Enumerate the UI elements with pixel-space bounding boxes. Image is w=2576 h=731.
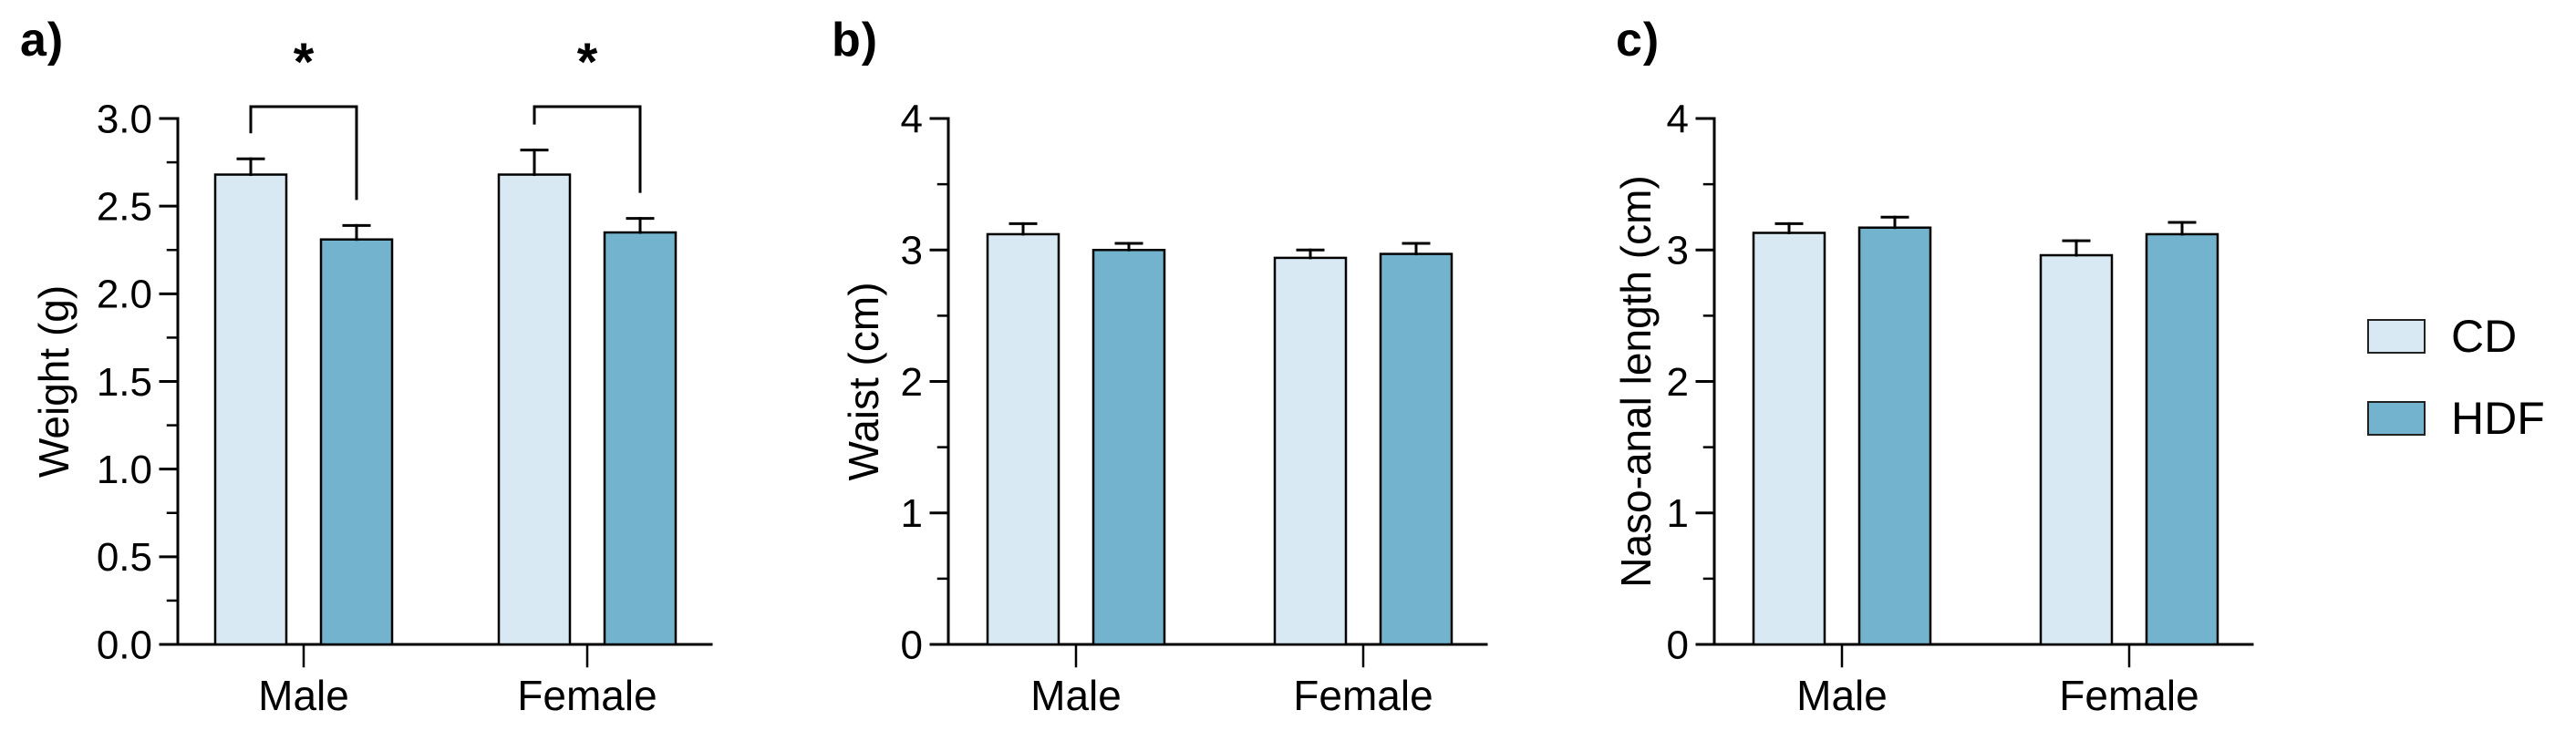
panel-b-y-tick-label: 0 xyxy=(901,623,923,667)
panel-a-bar-cd-female xyxy=(497,173,572,646)
panel-c-label: c) xyxy=(1616,14,1660,67)
legend-item-cd: CD xyxy=(2367,314,2545,359)
panel-b-plot: 0 1 2 3 4 Waist (cm) Male Female xyxy=(840,97,1488,719)
panel-b-x-tick-label-female: Female xyxy=(1293,672,1433,719)
panel-a-sig-bracket-female xyxy=(533,105,642,193)
cd-swatch xyxy=(2367,319,2426,354)
panel-b-bar-cd-female xyxy=(1273,256,1348,646)
panel-c-x-tick-label-male: Male xyxy=(1796,672,1888,719)
panel-b-x-tick-label-male: Male xyxy=(1030,672,1122,719)
panel-c-y-tick-label: 3 xyxy=(1667,229,1689,273)
panel-c-bar-cd-female xyxy=(2039,253,2114,646)
panel-c-y-tick-label: 4 xyxy=(1667,97,1689,141)
panel-b-y-tick-label: 3 xyxy=(901,229,923,273)
hdf-swatch xyxy=(2367,401,2426,436)
panel-a-x-tick-label-male: Male xyxy=(258,672,349,719)
panel-a-x-tick-label-female: Female xyxy=(517,672,657,719)
panel-c-bar-hdf-female xyxy=(2145,232,2219,646)
panel-a-sig-asterisk-female: * xyxy=(577,33,598,92)
panel-a-plot: 0.0 0.5 1.0 1.5 2.0 2.5 3.0 Weight (g) Male Femal… xyxy=(30,33,713,719)
panel-c-y-axis-title: Naso-anal length (cm) xyxy=(1612,175,1660,588)
panel-a-y-tick-label: 2.0 xyxy=(97,273,152,317)
panel-a-sig-bracket-male xyxy=(249,105,358,201)
panel-a-y-tick-label: 2.5 xyxy=(97,185,152,230)
panel-a-y-axis-title: Weight (g) xyxy=(30,285,78,478)
panel-c-y-tick-label: 0 xyxy=(1667,623,1689,667)
panel-a-sig-asterisk-male: * xyxy=(294,33,315,92)
panel-c-y-tick-label: 2 xyxy=(1667,360,1689,405)
panel-c-x-tick-label-female: Female xyxy=(2059,672,2198,719)
panel-a-y-tick-label: 0.5 xyxy=(97,535,152,580)
panel-b-y-tick-label: 2 xyxy=(901,360,923,405)
panel-a-label: a) xyxy=(20,14,65,67)
panel-a-y-tick-label: 0.0 xyxy=(97,623,152,667)
panel-c-bar-cd-male xyxy=(1752,232,1826,646)
panel-b-bar-cd-male xyxy=(986,232,1060,646)
panel-b-y-tick-label: 4 xyxy=(901,97,923,141)
panel-a-y-tick-label: 1.5 xyxy=(97,360,152,405)
cd-legend-label: CD xyxy=(2451,311,2518,362)
panel-b-y-tick-label: 1 xyxy=(901,491,923,536)
legend: CD HDF xyxy=(2367,314,2545,441)
panel-a-y-tick-label: 3.0 xyxy=(97,97,152,141)
panel-b-bar-hdf-male xyxy=(1091,249,1166,646)
panel-c-y-tick-label: 1 xyxy=(1667,491,1689,536)
panel-a-bar-cd-male xyxy=(213,173,288,646)
panel-b-label: b) xyxy=(832,14,879,67)
panel-c-bar-hdf-male xyxy=(1857,226,1932,646)
panel-a-bar-hdf-male xyxy=(319,238,394,646)
panel-b-bar-hdf-female xyxy=(1379,252,1454,646)
panel-a-y-tick-label: 1.0 xyxy=(97,448,152,492)
panel-b-y-axis-title: Waist (cm) xyxy=(840,282,887,480)
legend-item-hdf: HDF xyxy=(2367,396,2545,441)
panel-a-bar-hdf-female xyxy=(603,231,678,646)
hdf-legend-label: HDF xyxy=(2451,393,2545,444)
